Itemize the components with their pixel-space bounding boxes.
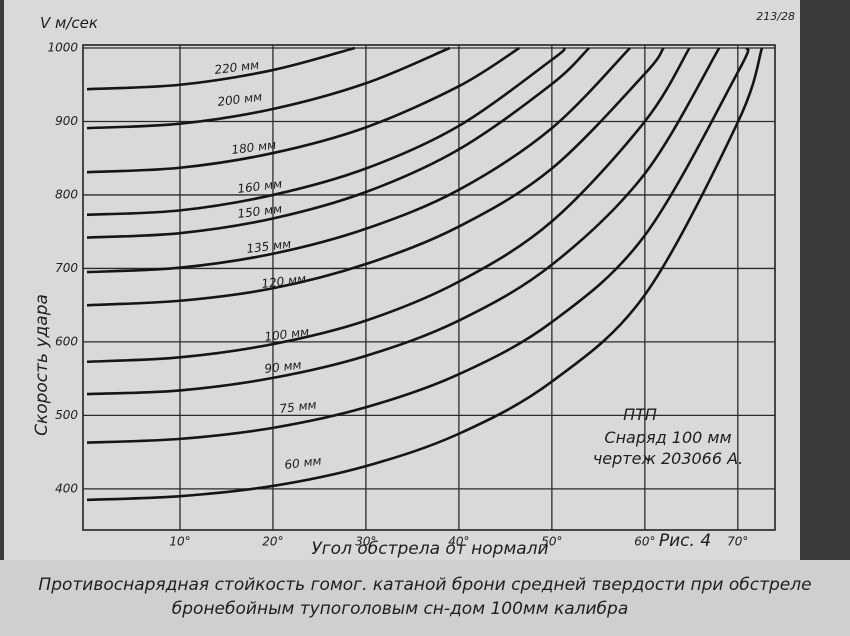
x-tick-label: 40°: [448, 535, 469, 549]
y-tick-label: 600: [55, 334, 78, 348]
curve: [86, 46, 451, 130]
y-tick-label: 500: [55, 408, 78, 422]
y-tick-label: 1000: [47, 41, 78, 55]
y-axis-unit: V м/сек: [40, 14, 98, 32]
annotation: чертеж 203066 А.: [593, 449, 743, 468]
y-tick-label: 800: [55, 187, 78, 201]
paper: [4, 0, 800, 560]
curve-label: 150 мм: [237, 202, 283, 221]
curve-label: 180 мм: [231, 138, 277, 157]
curve-label: 200 мм: [217, 90, 263, 109]
curve-label: 75 мм: [279, 398, 318, 416]
x-tick-label: 20°: [262, 535, 283, 549]
curve: [86, 47, 566, 217]
curve: [86, 47, 750, 444]
curve: [86, 46, 521, 174]
curve: [86, 47, 721, 396]
curve-label: 135 мм: [246, 237, 292, 256]
curve-label: 160 мм: [237, 177, 283, 196]
x-axis-label: Угол обстрела от нормали: [311, 539, 548, 559]
curve: [86, 47, 631, 274]
curve-label: 100 мм: [264, 325, 310, 344]
y-tick-label: 900: [55, 114, 78, 128]
curve-label: 220 мм: [214, 58, 260, 77]
chart-title: Противоснарядная стойкость гомог. катано…: [38, 575, 811, 595]
curve: [86, 47, 665, 307]
sheet-number: 213/28: [756, 10, 795, 23]
x-tick-label: 30°: [355, 535, 376, 549]
curve-label: 60 мм: [284, 454, 323, 472]
chart-subtitle: бронебойным тупоголовым сн-дом 100мм кал…: [172, 599, 628, 619]
y-tick-label: 700: [55, 261, 78, 275]
x-tick-label: 60°: [634, 535, 655, 549]
curve: [86, 47, 590, 239]
x-tick-label: 50°: [541, 535, 562, 549]
curve-label: 120 мм: [261, 272, 307, 291]
x-tick-label: 10°: [169, 535, 190, 549]
curve: [86, 46, 356, 91]
caption-paper: [0, 560, 850, 636]
plot-frame: [82, 44, 776, 531]
curve: [86, 47, 691, 364]
curve-label: 90 мм: [264, 358, 303, 376]
annotation: ПТП: [623, 405, 657, 424]
annotation: Снаряд 100 мм: [604, 428, 731, 447]
x-tick-label: 70°: [727, 535, 748, 549]
figure-label: Рис. 4: [659, 531, 711, 551]
curve: [86, 47, 764, 502]
y-axis-label: Скорость удара: [32, 294, 52, 436]
y-tick-label: 400: [55, 481, 78, 495]
